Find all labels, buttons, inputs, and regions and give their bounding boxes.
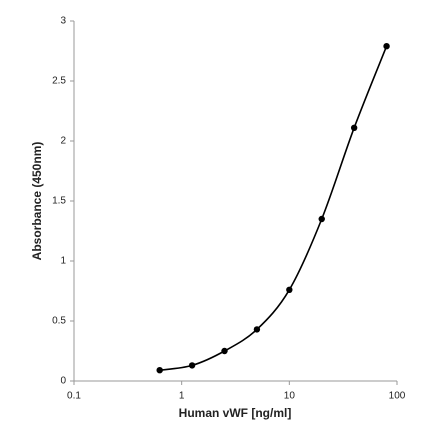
- y-tick-label: 1: [60, 256, 66, 267]
- marker: [156, 367, 163, 374]
- y-tick-label: 2: [60, 136, 66, 147]
- y-tick-label: 0: [60, 376, 66, 387]
- marker: [350, 124, 358, 131]
- x-tick-label: 0.1: [67, 391, 81, 402]
- marker: [253, 326, 261, 333]
- x-tick-label: 1: [179, 391, 185, 402]
- marker: [286, 286, 293, 293]
- y-tick-label: 3: [60, 16, 66, 27]
- marker: [383, 43, 390, 50]
- y-tick-label: 0.5: [52, 316, 66, 327]
- x-tick-label: 100: [389, 391, 406, 402]
- y-tick-label: 1.5: [52, 196, 66, 207]
- marker: [221, 347, 228, 355]
- y-tick-label: 2.5: [52, 76, 66, 87]
- x-axis-title: Human vWF [ng/ml]: [179, 406, 292, 420]
- x-tick-label: 10: [284, 391, 296, 402]
- marker: [318, 215, 325, 223]
- marker: [188, 362, 196, 369]
- y-axis-title: Absorbance (450nm): [30, 142, 44, 261]
- line: [159, 45, 388, 371]
